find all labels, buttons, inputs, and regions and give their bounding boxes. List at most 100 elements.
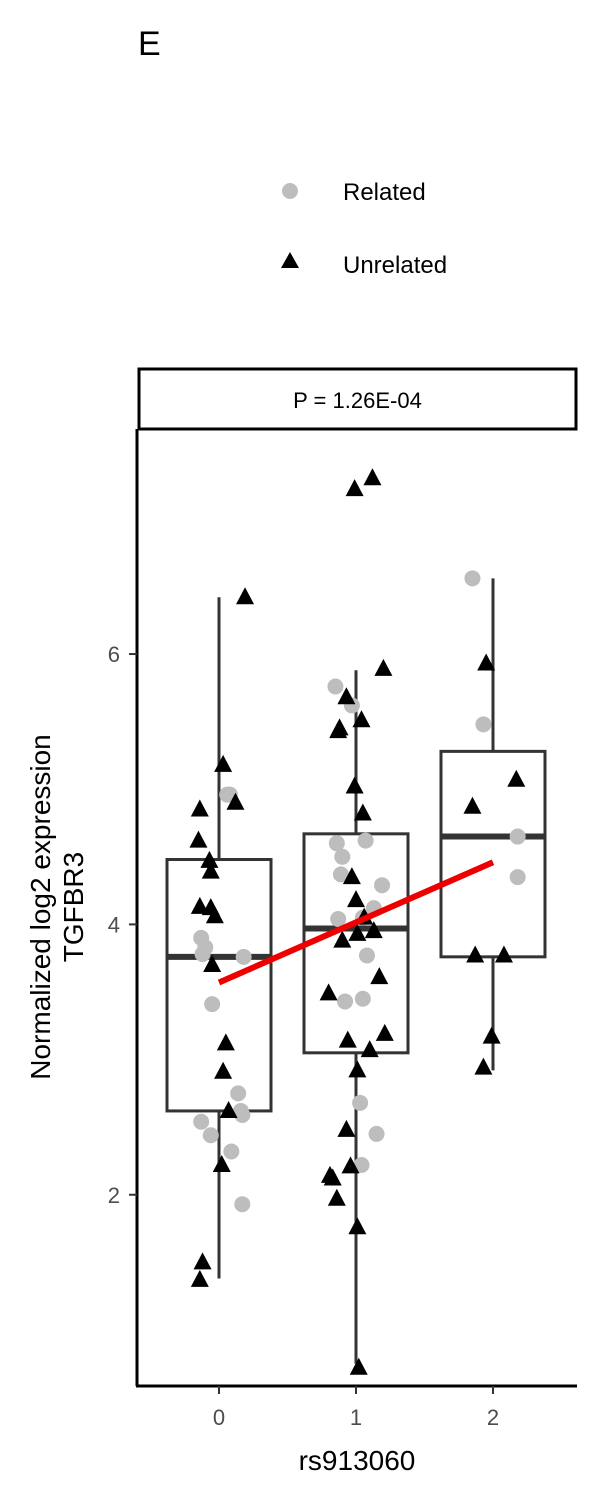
x-axis-ticks: 0 1 2 <box>213 1386 499 1430</box>
point-unrelated <box>348 1217 367 1235</box>
point-unrelated <box>205 906 224 924</box>
point-unrelated <box>193 1252 212 1270</box>
series-related <box>193 570 526 1213</box>
legend-marker-unrelated <box>281 252 299 268</box>
point-unrelated <box>214 1061 233 1079</box>
point-unrelated <box>494 945 513 963</box>
point-unrelated <box>216 1033 235 1051</box>
facet-strip: P = 1.26E-04 <box>137 367 578 431</box>
boxplot-0 <box>165 597 273 1279</box>
point-related <box>464 570 481 587</box>
point-unrelated <box>347 890 365 908</box>
y-tick-label: 6 <box>108 642 120 667</box>
point-unrelated <box>201 861 220 879</box>
point-unrelated <box>323 1168 342 1186</box>
point-related <box>235 948 252 965</box>
point-unrelated <box>370 967 389 985</box>
point-related <box>230 1085 247 1102</box>
point-related <box>327 678 344 695</box>
point-unrelated <box>342 867 361 885</box>
point-unrelated <box>333 930 352 948</box>
x-tick-label: 0 <box>213 1405 225 1430</box>
point-unrelated <box>330 718 349 736</box>
legend: Related Unrelated <box>281 179 447 279</box>
series-unrelated <box>189 468 526 1375</box>
point-related <box>358 947 375 964</box>
box-iqr <box>165 858 273 1113</box>
point-unrelated <box>337 687 356 705</box>
y-tick-label: 4 <box>108 912 120 937</box>
y-axis-label: Normalized log2 expression TGFBR3 <box>25 734 89 1080</box>
point-unrelated <box>345 479 364 497</box>
point-related <box>354 990 371 1007</box>
point-related <box>509 869 526 886</box>
facet-strip-label: P = 1.26E-04 <box>293 388 422 413</box>
point-related <box>475 716 492 733</box>
point-unrelated <box>190 896 209 914</box>
y-axis-label-line-2: TGFBR3 <box>58 852 89 962</box>
y-tick-label: 2 <box>108 1183 120 1208</box>
point-related <box>328 835 345 852</box>
point-unrelated <box>200 850 219 868</box>
point-unrelated <box>352 710 371 728</box>
point-related <box>193 1113 210 1130</box>
point-unrelated <box>477 653 496 671</box>
point-related <box>357 832 374 849</box>
point-related <box>374 877 391 894</box>
panel-label: E <box>138 25 161 63</box>
point-unrelated <box>364 921 383 939</box>
facet-strip-box <box>137 367 578 431</box>
point-unrelated <box>337 1119 356 1137</box>
point-unrelated <box>374 658 393 676</box>
box-iqr <box>302 832 410 1055</box>
point-unrelated <box>214 754 233 772</box>
point-unrelated <box>348 1060 367 1078</box>
point-unrelated <box>236 587 255 605</box>
point-related <box>353 1157 370 1174</box>
point-unrelated <box>349 1357 368 1375</box>
point-related <box>223 1143 240 1160</box>
point-related <box>330 910 347 927</box>
y-axis-label-line-1: Normalized log2 expression <box>25 734 56 1080</box>
point-related <box>352 1094 369 1111</box>
point-unrelated <box>319 983 338 1001</box>
point-unrelated <box>226 792 245 810</box>
point-related <box>202 1127 219 1144</box>
point-unrelated <box>219 1100 238 1118</box>
plot-area <box>165 468 547 1375</box>
legend-label-unrelated: Unrelated <box>343 252 447 279</box>
boxplot-2 <box>439 578 547 1071</box>
point-unrelated <box>190 1269 209 1287</box>
y-axis-ticks: 2 4 6 <box>108 642 137 1208</box>
point-unrelated <box>348 923 367 941</box>
point-related <box>509 828 526 845</box>
legend-marker-related <box>282 183 298 199</box>
point-unrelated <box>327 1188 346 1206</box>
point-unrelated <box>345 776 364 794</box>
point-unrelated <box>466 945 485 963</box>
trend-line <box>217 859 495 986</box>
box-iqr <box>439 749 547 959</box>
point-unrelated <box>375 1023 394 1041</box>
point-unrelated <box>212 1155 231 1173</box>
point-related <box>234 1196 251 1213</box>
point-unrelated <box>463 796 482 814</box>
point-unrelated <box>338 1030 357 1048</box>
point-unrelated <box>474 1057 493 1075</box>
point-unrelated <box>341 1156 360 1174</box>
point-unrelated <box>363 468 382 486</box>
point-unrelated <box>203 954 222 972</box>
legend-label-related: Related <box>343 179 426 206</box>
point-related <box>332 866 349 883</box>
point-related <box>204 996 221 1013</box>
x-tick-label: 2 <box>487 1405 499 1430</box>
point-related <box>334 848 351 865</box>
point-unrelated <box>189 830 208 848</box>
point-unrelated <box>353 803 372 821</box>
x-tick-label: 1 <box>350 1405 362 1430</box>
point-unrelated <box>507 769 526 787</box>
point-unrelated <box>190 799 209 817</box>
x-axis-label: rs913060 <box>299 1445 416 1476</box>
point-related <box>337 993 354 1010</box>
